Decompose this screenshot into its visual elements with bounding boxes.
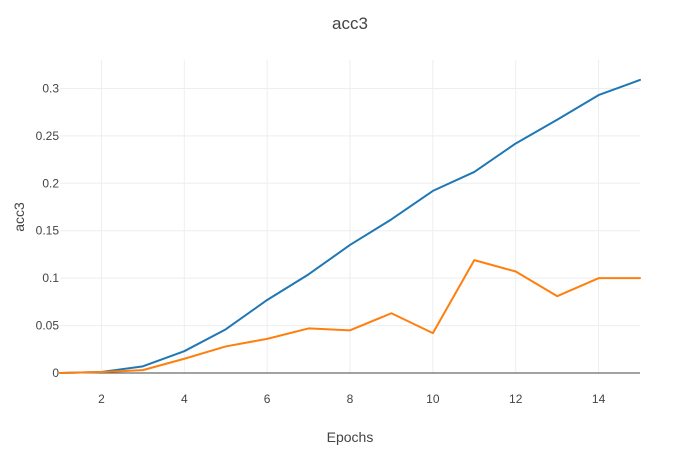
tick-labels: 2 4 6 8 10 12 14 0 0.05 0.1 0.15 0.2 0.25 0.3 bbox=[36, 81, 606, 406]
y-axis-label: acc3 bbox=[11, 202, 27, 232]
y-tick-label: 0 bbox=[52, 366, 59, 380]
y-tick-label: 0.05 bbox=[36, 319, 60, 333]
y-tick-label: 0.2 bbox=[42, 176, 59, 190]
y-tick-label: 0.25 bbox=[36, 129, 60, 143]
x-tick-label: 10 bbox=[426, 392, 440, 406]
series-lines bbox=[59, 78, 641, 374]
series-line-2 bbox=[59, 259, 641, 374]
x-tick-label: 2 bbox=[98, 392, 105, 406]
gridlines bbox=[60, 60, 640, 373]
chart-title: acc3 bbox=[332, 14, 368, 33]
x-tick-label: 8 bbox=[347, 392, 354, 406]
x-tick-label: 12 bbox=[509, 392, 523, 406]
y-tick-label: 0.1 bbox=[42, 271, 59, 285]
series-line-1 bbox=[59, 78, 641, 374]
x-tick-label: 6 bbox=[264, 392, 271, 406]
x-tick-label: 4 bbox=[181, 392, 188, 406]
y-tick-label: 0.3 bbox=[42, 81, 59, 95]
x-tick-label: 14 bbox=[592, 392, 606, 406]
x-axis-label: Epochs bbox=[327, 429, 374, 445]
y-tick-label: 0.15 bbox=[36, 224, 60, 238]
